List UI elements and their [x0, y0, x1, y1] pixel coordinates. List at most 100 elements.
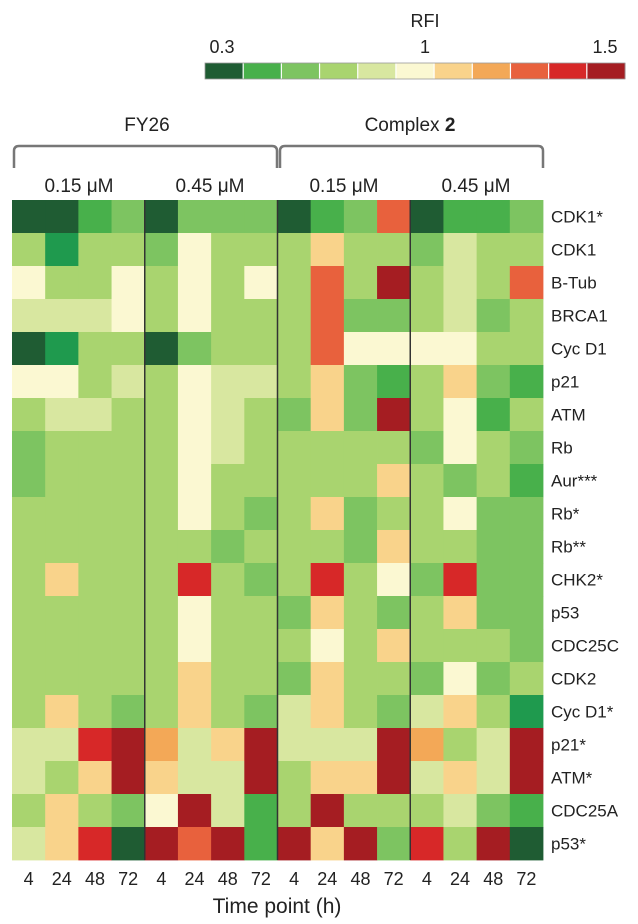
heatmap-cell [410, 794, 444, 828]
heatmap-cell [144, 530, 179, 564]
heatmap-cell [509, 794, 544, 828]
conc-label-fy26-low: 0.15 μM [44, 176, 113, 197]
heatmap-cell [377, 695, 411, 729]
heatmap-cell [144, 299, 179, 333]
group-label-fy26: FY26 [124, 115, 169, 136]
column-label: 72 [384, 869, 404, 889]
heatmap-cell [144, 365, 179, 399]
heatmap-cell [45, 497, 79, 531]
heatmap-cell [144, 563, 179, 597]
heatmap-cell [111, 266, 146, 300]
heatmap-cell [111, 695, 146, 729]
group-header-fy26: FY26 0.15 μM 0.45 μM [12, 115, 279, 197]
heatmap-cell [78, 728, 112, 762]
heatmap-cell [211, 365, 245, 399]
heatmap-cell [45, 629, 79, 663]
heatmap-cell [12, 464, 46, 498]
heatmap-cell [177, 827, 212, 861]
heatmap-cell [78, 299, 112, 333]
heatmap-cell [211, 563, 245, 597]
heatmap-cell [111, 200, 146, 234]
heatmap-cell [177, 629, 212, 663]
heatmap-cell [310, 299, 345, 333]
heatmap-cell [12, 332, 46, 366]
heatmap-cell [509, 563, 544, 597]
heatmap-cell [443, 728, 478, 762]
heatmap-cell [244, 662, 278, 696]
heatmap-cell [177, 266, 212, 300]
heatmap-cell [410, 827, 444, 861]
heatmap-cell [310, 398, 345, 432]
heatmap-cell [111, 530, 146, 564]
heatmap-cell [509, 497, 544, 531]
heatmap-cell [45, 530, 79, 564]
group-bracket-complex-2 [278, 144, 545, 168]
heatmap-cell [476, 431, 511, 465]
heatmap-cell [310, 728, 345, 762]
heatmap-cell [343, 761, 378, 795]
heatmap-cell [78, 233, 112, 267]
heatmap-cell [509, 398, 544, 432]
heatmap-cell [45, 596, 79, 630]
colorbar-swatch [434, 63, 473, 79]
heatmap-cell [177, 398, 212, 432]
heatmap-cell [78, 629, 112, 663]
heatmap-cell [277, 563, 312, 597]
heatmap-cell [144, 596, 179, 630]
heatmap-cell [12, 728, 46, 762]
colorbar-swatch [319, 63, 359, 79]
heatmap-cell [310, 563, 345, 597]
heatmap-cell [343, 629, 378, 663]
heatmap-cell [443, 497, 478, 531]
heatmap-cell [509, 530, 544, 564]
heatmap-cell [211, 497, 245, 531]
heatmap-cell [45, 662, 79, 696]
heatmap-cell [343, 299, 378, 333]
heatmap-cell [177, 662, 212, 696]
row-label: Rb* [551, 505, 580, 524]
heatmap-cell [144, 662, 179, 696]
row-label: CDK2 [551, 670, 596, 689]
row-label: ATM [551, 406, 586, 425]
heatmap-cell [277, 761, 312, 795]
heatmap-cell [244, 431, 278, 465]
heatmap-cell [509, 200, 544, 234]
row-labels: CDK1* CDK1 B-Tub BRCA1 Cyc D1 p21 ATM Rb Aur*** R… [551, 208, 619, 854]
heatmap-cell [211, 266, 245, 300]
column-label: 72 [118, 869, 138, 889]
conc-label-complex-2-low: 0.15 μM [309, 176, 378, 197]
heatmap-cell [111, 662, 146, 696]
heatmap-cell [277, 728, 312, 762]
heatmap-cell [343, 398, 378, 432]
heatmap-cell [476, 266, 511, 300]
heatmap-cell [111, 728, 146, 762]
column-label: 72 [516, 869, 536, 889]
heatmap-cell [144, 200, 179, 234]
row-label: Rb** [551, 538, 586, 557]
heatmap-cell [177, 299, 212, 333]
heatmap-cell [476, 794, 511, 828]
colorbar-swatch [548, 63, 588, 79]
heatmap-cell [45, 728, 79, 762]
heatmap-cell [111, 563, 146, 597]
column-labels: 4 24 48 72 4 24 48 72 4 24 48 72 4 24 48 72 [24, 869, 537, 889]
column-label: 4 [156, 869, 166, 889]
heatmap-cell [12, 266, 46, 300]
row-label: B-Tub [551, 274, 597, 293]
heatmap-cell [443, 200, 478, 234]
heatmap-cell [78, 563, 112, 597]
colorbar-swatch [281, 63, 321, 79]
heatmap-cell [443, 431, 478, 465]
row-label: CHK2* [551, 571, 603, 590]
heatmap-cell [509, 464, 544, 498]
heatmap-cell [310, 695, 345, 729]
heatmap-cell [343, 266, 378, 300]
heatmap-cell [211, 431, 245, 465]
heatmap-cell [343, 695, 378, 729]
heatmap-cell [310, 200, 345, 234]
row-label: CDC25A [551, 802, 619, 821]
x-axis-title: Time point (h) [213, 895, 342, 918]
heatmap-cell [476, 365, 511, 399]
column-label: 48 [218, 869, 238, 889]
row-label: p53* [551, 835, 586, 854]
